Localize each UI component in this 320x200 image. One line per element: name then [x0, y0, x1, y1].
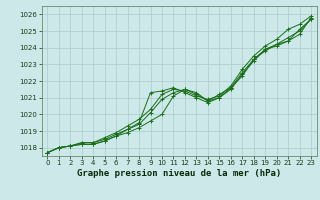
- X-axis label: Graphe pression niveau de la mer (hPa): Graphe pression niveau de la mer (hPa): [77, 169, 281, 178]
